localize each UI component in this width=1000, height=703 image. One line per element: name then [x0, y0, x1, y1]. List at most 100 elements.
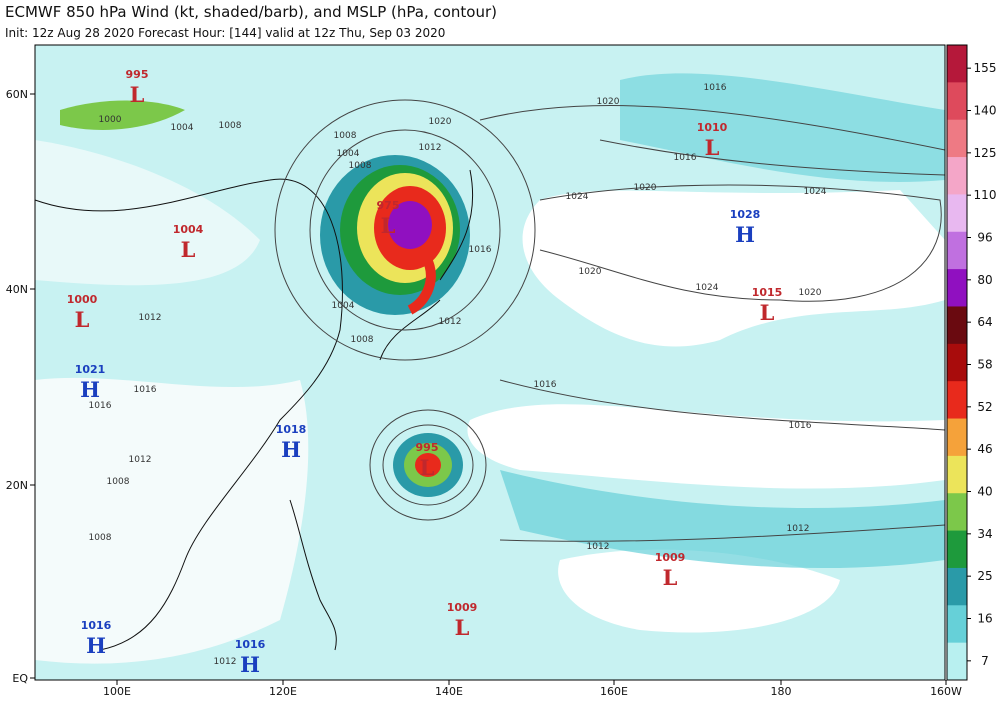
isobar-label: 1020: [579, 267, 602, 277]
center-value: 1021: [75, 363, 106, 376]
storm-band: [407, 246, 436, 315]
isobars: [274, 99, 946, 542]
colorbar-band: [947, 455, 967, 494]
colorbar-label: 125: [974, 146, 997, 160]
center-value: 1016: [81, 619, 112, 632]
isobar-label: 1012: [787, 524, 810, 534]
lat-label: 20N: [6, 479, 28, 492]
center-value: 1010: [697, 121, 728, 134]
center-value: 995: [126, 68, 149, 81]
colorbar-band: [947, 194, 967, 233]
center-letter: H: [86, 633, 106, 658]
isobar-label: 1012: [419, 143, 442, 153]
colorbar-band: [947, 269, 967, 307]
colorbar-band: [947, 642, 967, 681]
isobar-label: 1004: [171, 123, 194, 133]
colorbar-label: 7: [981, 654, 989, 668]
isobar-label: 1008: [89, 533, 112, 543]
center-value: 975: [377, 199, 400, 212]
colorbar-label: 58: [977, 358, 992, 372]
colorbar-band: [947, 530, 967, 569]
colorbar-band: [947, 418, 967, 457]
isobar-label: 1016: [674, 153, 697, 163]
calm-area: [467, 404, 945, 489]
isobar-label: 1008: [349, 161, 372, 171]
lat-label: 40N: [6, 283, 28, 296]
isobar-label: 1004: [337, 149, 360, 159]
isobar-label: 1012: [587, 542, 610, 552]
lon-label: 160W: [930, 685, 962, 698]
storm-shading: [388, 201, 432, 249]
isobar-label: 1016: [704, 83, 727, 93]
isobar-label: 1008: [219, 121, 242, 131]
colorbar-band: [947, 493, 967, 532]
coastline: [34, 178, 343, 651]
isobar-label: 1020: [429, 117, 452, 127]
colorbar-label: 52: [977, 400, 992, 414]
lon-label: 140E: [435, 685, 463, 698]
isobar-label: 1012: [439, 317, 462, 327]
isobar-label: 1008: [107, 477, 130, 487]
colorbar-band: [947, 119, 967, 158]
colorbar-label: 64: [977, 315, 992, 329]
isobar-label: 1020: [597, 97, 620, 107]
colorbar-label: 155: [974, 61, 997, 75]
center-value: 1000: [67, 293, 98, 306]
center-letter: H: [735, 222, 755, 247]
lat-label: EQ: [12, 672, 28, 685]
lat-label: 60N: [6, 88, 28, 101]
center-value: 995: [416, 441, 439, 454]
isobar-label: 1020: [799, 288, 822, 298]
colorbar-label: 96: [977, 231, 992, 245]
calm-area: [558, 549, 840, 633]
lon-label: 160E: [600, 685, 628, 698]
isobar-label: 1012: [139, 313, 162, 323]
coastline: [289, 499, 337, 651]
center-value: 1018: [276, 423, 307, 436]
center-letter: L: [420, 455, 435, 480]
center-letter: L: [705, 135, 720, 160]
center-letter: L: [760, 300, 775, 325]
center-value: 1009: [655, 551, 686, 564]
storm-shading: [415, 453, 441, 477]
center-letter: H: [240, 652, 260, 677]
center-letter: L: [455, 615, 470, 640]
lon-label: 120E: [269, 685, 297, 698]
axes: 60N 40N 20N EQ 100E 120E 140E 160E 180 160W: [6, 88, 962, 698]
wind-swath: [60, 100, 185, 130]
lon-label: 100E: [103, 685, 131, 698]
colorbar-label: 140: [974, 104, 997, 118]
coastline: [379, 169, 474, 361]
isobar-label: 1000: [99, 115, 122, 125]
center-letter: L: [663, 565, 678, 590]
colorbar-label: 34: [977, 527, 992, 541]
isobar-label: 1024: [804, 187, 827, 197]
title: ECMWF 850 hPa Wind (kt, shaded/barb), an…: [5, 3, 497, 21]
calm-area: [35, 140, 260, 286]
colorbar-label: 25: [977, 569, 992, 583]
isobar-label: 1016: [534, 380, 557, 390]
center-letter: L: [130, 82, 145, 107]
center-letter: H: [80, 377, 100, 402]
map-area: [34, 45, 946, 680]
isobar-labels: 1000 1004 1008 1008 1004 1020 1012 1016 1020 1024…: [89, 83, 827, 667]
colorbar-band: [947, 343, 967, 382]
isobar-label: 1012: [129, 455, 152, 465]
colorbar-band: [947, 45, 967, 83]
isobar-label: 1008: [334, 131, 357, 141]
colorbar-band: [947, 157, 967, 195]
subtitle: Init: 12z Aug 28 2020 Forecast Hour: [14…: [5, 26, 445, 40]
wind-swath: [620, 73, 945, 182]
colorbar-band: [947, 381, 967, 420]
colorbar: 155 140 125 110 96 80 64 58 52 46 40 34 25 16 7: [946, 44, 997, 681]
isobar-label: 1012: [214, 657, 237, 667]
center-value: 1028: [730, 208, 761, 221]
center-letter: L: [75, 307, 90, 332]
colorbar-band: [947, 605, 967, 644]
colorbar-frame: [946, 44, 968, 681]
isobar-label: 1004: [332, 301, 355, 311]
center-letter: H: [281, 437, 301, 462]
